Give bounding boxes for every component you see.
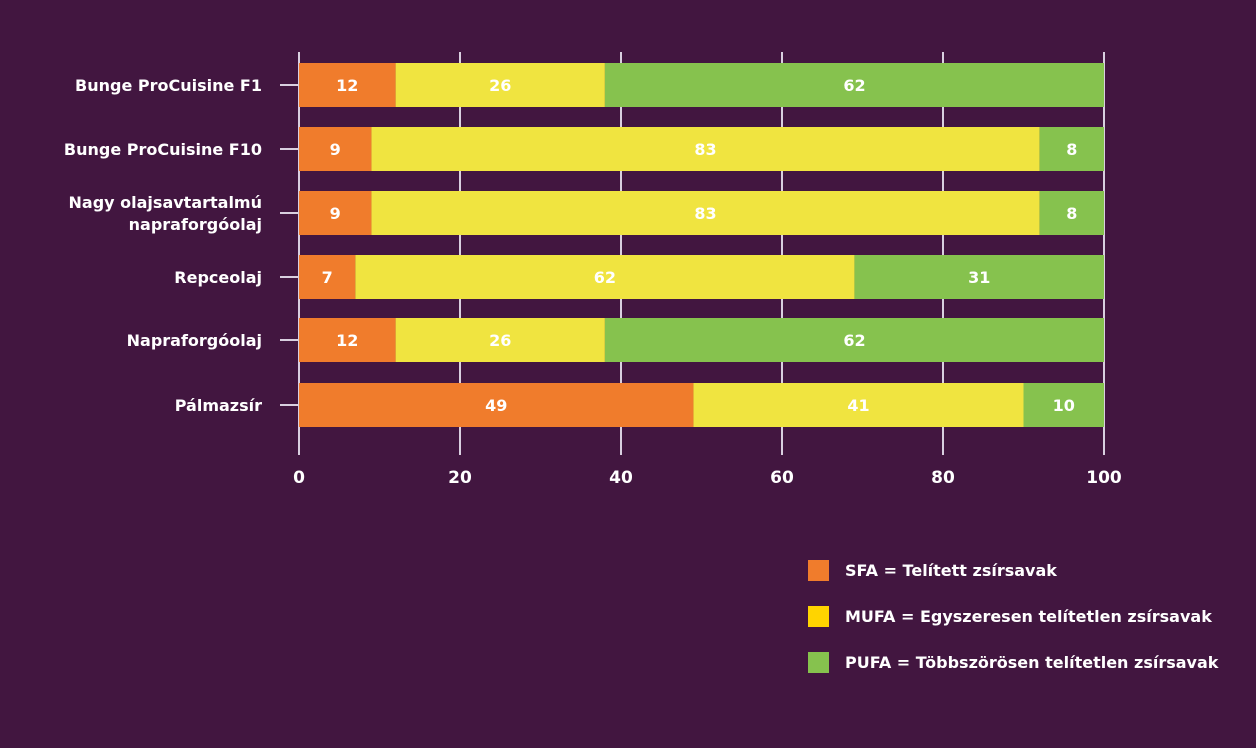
category-label: Bunge ProCuisine F1 <box>75 76 262 95</box>
data-label: 7 <box>322 268 333 287</box>
tick-label: 0 <box>293 468 305 488</box>
legend: SFA = Telített zsírsavak MUFA = Egyszere… <box>808 559 1219 698</box>
bar-segment <box>371 127 1040 171</box>
bar-segment <box>299 63 396 107</box>
bar-segment <box>299 255 356 299</box>
data-label: 8 <box>1066 140 1077 159</box>
bar-segment <box>1039 191 1104 235</box>
legend-item-pufa: PUFA = Többszörösen telítetlen zsírsavak <box>808 651 1219 673</box>
bar-segment <box>395 318 605 362</box>
data-label: 8 <box>1066 204 1077 223</box>
category-label: napraforgóolaj <box>129 215 262 234</box>
legend-swatch-mufa <box>808 605 829 627</box>
bar-segment <box>299 383 694 427</box>
bar-segment <box>1023 383 1104 427</box>
tick-label: 40 <box>609 468 633 488</box>
data-label: 62 <box>843 76 865 95</box>
tick-label: 100 <box>1086 468 1122 488</box>
category-label: Nagy olajsavtartalmú <box>69 193 262 212</box>
data-label: 12 <box>336 331 358 350</box>
tick-label: 20 <box>448 468 472 488</box>
data-label: 31 <box>968 268 990 287</box>
data-label: 62 <box>843 331 865 350</box>
legend-label-pufa: PUFA = Többszörösen telítetlen zsírsavak <box>845 652 1219 672</box>
tick-label: 60 <box>770 468 794 488</box>
bar-segment <box>299 318 396 362</box>
legend-swatch-sfa <box>808 559 829 581</box>
category-label: Pálmazsír <box>175 396 262 415</box>
data-label: 41 <box>847 396 869 415</box>
data-label: 9 <box>330 204 341 223</box>
category-label: Napraforgóolaj <box>127 331 262 350</box>
legend-label-mufa: MUFA = Egyszeresen telítetlen zsírsavak <box>845 606 1212 626</box>
bar-segment <box>693 383 1024 427</box>
legend-swatch-pufa <box>808 651 829 673</box>
bar-segment <box>371 191 1040 235</box>
data-label: 49 <box>485 396 507 415</box>
bar-segment <box>854 255 1104 299</box>
bar-segment <box>604 318 1104 362</box>
bar-segment <box>299 191 372 235</box>
bar-segment <box>604 63 1104 107</box>
category-label: Repceolaj <box>174 268 262 287</box>
data-label: 83 <box>694 140 716 159</box>
bar-segment <box>395 63 605 107</box>
data-label: 83 <box>694 204 716 223</box>
data-label: 9 <box>330 140 341 159</box>
legend-item-sfa: SFA = Telített zsírsavak <box>808 559 1218 581</box>
data-label: 10 <box>1053 396 1075 415</box>
legend-item-mufa: MUFA = Egyszeresen telítetlen zsírsavak <box>808 605 1218 627</box>
bar-segment <box>1039 127 1104 171</box>
bar-segment <box>299 127 372 171</box>
legend-label-sfa: SFA = Telített zsírsavak <box>845 560 1057 580</box>
bar-segment <box>355 255 855 299</box>
data-label: 62 <box>594 268 616 287</box>
tick-label: 80 <box>931 468 955 488</box>
data-label: 26 <box>489 76 511 95</box>
category-label: Bunge ProCuisine F10 <box>64 140 262 159</box>
data-label: 26 <box>489 331 511 350</box>
data-label: 12 <box>336 76 358 95</box>
